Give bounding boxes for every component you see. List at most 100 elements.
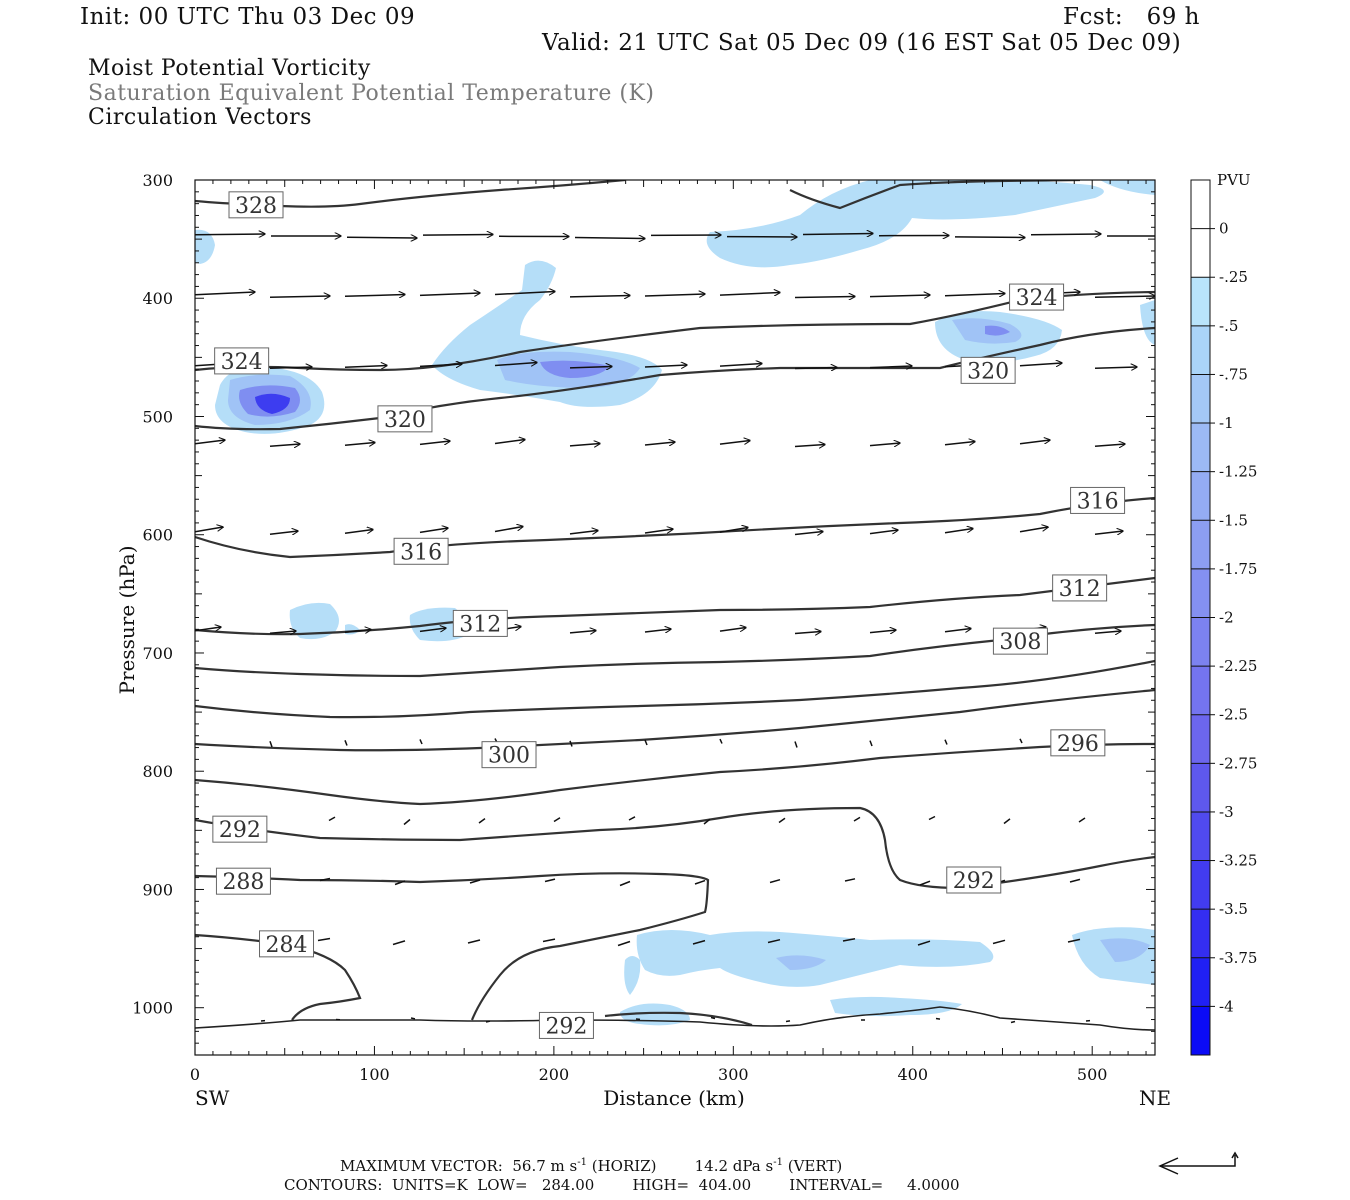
colorbar-level-label: -3 — [1219, 803, 1234, 821]
circulation-vector — [346, 237, 417, 238]
circulation-vector — [1094, 296, 1155, 297]
contour-label-box — [1009, 283, 1065, 311]
max-vector-mid: (HORIZ) 14.2 dPa s — [586, 1157, 774, 1175]
circulation-vector — [1069, 878, 1081, 883]
circulation-vector — [719, 528, 748, 533]
circulation-vector — [195, 527, 223, 533]
circulation-vector — [195, 234, 265, 235]
circulation-vector — [842, 938, 856, 942]
circulation-vector — [344, 443, 375, 446]
circulation-vector — [1003, 818, 1011, 825]
circulation-vector — [619, 880, 631, 887]
circulation-vector — [644, 529, 673, 534]
circulation-vector — [269, 296, 330, 297]
circulation-vector — [1019, 440, 1050, 445]
circulation-vector — [195, 292, 255, 295]
colorbar-swatch — [1191, 520, 1210, 570]
circulation-vector — [719, 738, 723, 744]
colorbar-units: PVU — [1217, 171, 1251, 189]
contour-label-box — [214, 347, 270, 375]
field-title-vectors: Circulation Vectors — [88, 105, 312, 130]
y-tick-label: 400 — [142, 289, 173, 308]
circulation-vector — [542, 938, 556, 943]
circulation-vector — [644, 365, 687, 367]
circulation-vector — [544, 878, 556, 883]
circulation-vector — [1094, 631, 1121, 633]
contour-label-box — [393, 537, 449, 565]
colorbar-level-label: -.25 — [1219, 268, 1248, 286]
circulation-vector — [644, 294, 705, 296]
circulation-vector — [419, 293, 480, 295]
contour-label: 296 — [1057, 732, 1099, 757]
circulation-vector — [992, 939, 1006, 945]
x-left-end-label: SW — [195, 1086, 230, 1110]
circulation-vector — [574, 238, 645, 239]
circulation-vector — [485, 1020, 491, 1023]
circulation-vector — [344, 295, 405, 297]
circulation-vector — [778, 817, 786, 824]
colorbar-level-label: -.5 — [1219, 317, 1238, 335]
contour-label-box — [992, 627, 1048, 655]
circulation-vector — [917, 940, 931, 946]
y-tick-label: 500 — [142, 407, 173, 426]
y-tick-label: 600 — [142, 526, 173, 545]
circulation-vector — [928, 815, 936, 821]
circulation-vector — [644, 629, 671, 632]
contour-label-box — [452, 609, 508, 637]
circulation-vector — [344, 366, 387, 368]
circulation-vector — [644, 442, 675, 445]
circulation-vector — [794, 368, 837, 369]
contour-label-box — [946, 866, 1002, 894]
circulation-vector — [794, 632, 821, 634]
colorbar-level-label: -.75 — [1219, 365, 1248, 383]
circulation-vector — [719, 293, 780, 296]
contour-label: 292 — [953, 869, 995, 894]
circulation-vector — [392, 940, 406, 946]
colorbar-level-label: -2.5 — [1219, 706, 1248, 724]
circulation-vector — [494, 363, 537, 366]
circulation-vector — [569, 740, 573, 747]
contour-label-box — [228, 191, 284, 219]
circulation-vector — [569, 296, 630, 297]
contour-label-box — [1050, 729, 1106, 757]
colorbar-swatch — [1191, 714, 1210, 764]
contour-label: 312 — [459, 612, 501, 637]
max-vector-exp-horiz: -1 — [577, 1157, 587, 1168]
max-vector-end: (VERT) — [782, 1157, 843, 1175]
circulation-vector — [944, 739, 948, 745]
contour-label-box — [538, 1011, 594, 1039]
circulation-vector — [1094, 444, 1125, 446]
circulation-vector — [703, 818, 711, 825]
colorbar-swatch — [1191, 568, 1210, 618]
colorbar-level-label: -2.25 — [1219, 657, 1257, 675]
circulation-vector — [1067, 938, 1081, 943]
field-title-pv: Moist Potential Vorticity — [88, 56, 371, 81]
x-tick-label: 400 — [897, 1065, 928, 1084]
contour-label-box — [259, 930, 315, 958]
circulation-vector — [1030, 234, 1101, 235]
circulation-vector — [644, 739, 648, 746]
colorbar-level-label: -3.25 — [1219, 852, 1257, 870]
circulation-vector — [494, 527, 523, 533]
x-tick-label: 100 — [359, 1065, 390, 1084]
max-vector-text: MAXIMUM VECTOR: 56.7 m s-1 (HORIZ) 14.2 … — [340, 1157, 842, 1175]
contour-labels: 328 324 320 324 320 316 316 312 312 308 300 296 292 2… — [212, 191, 1126, 1039]
circulation-vector — [269, 531, 298, 534]
circulation-vector — [317, 937, 331, 942]
colorbar-swatch — [1191, 909, 1210, 959]
x-tick-label: 300 — [718, 1065, 749, 1084]
x-tick-label: 500 — [1077, 1065, 1108, 1084]
circulation-vector — [944, 529, 973, 534]
colorbar-swatch — [1191, 228, 1210, 278]
contours-info: CONTOURS: UNITS=K LOW= 284.00 HIGH= 404.… — [284, 1176, 960, 1194]
circulation-vector — [553, 817, 561, 823]
circulation-vector — [919, 880, 931, 886]
colorbar-level-label: -3.75 — [1219, 949, 1257, 967]
circulation-vector — [954, 237, 1025, 238]
colorbar-swatch — [1191, 423, 1210, 473]
circulation-vector — [692, 939, 706, 945]
circulation-vector — [869, 630, 896, 633]
circulation-vector — [1010, 1020, 1016, 1024]
y-tick-label: 1000 — [132, 999, 173, 1018]
